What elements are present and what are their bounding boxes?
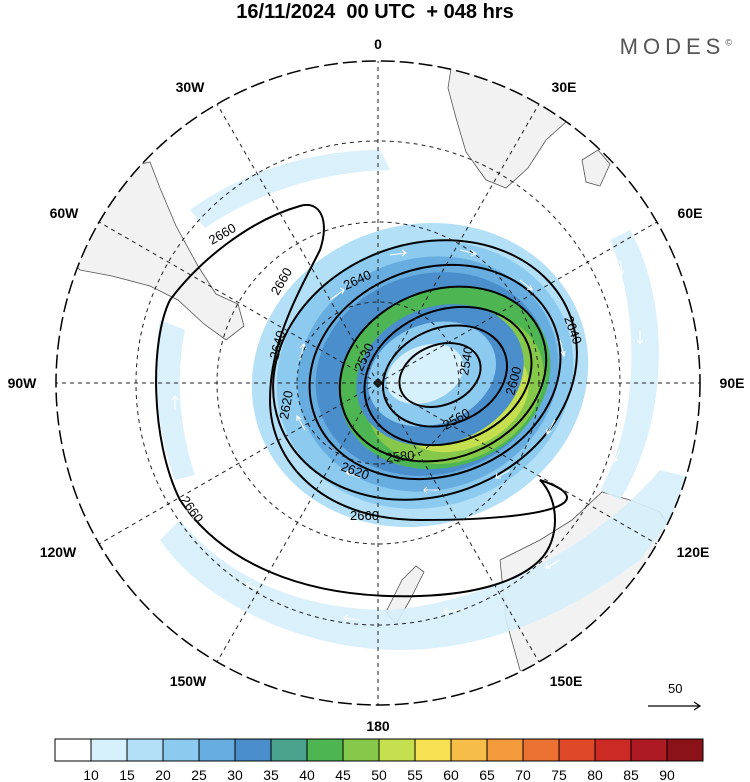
colorbar-swatch: [270, 738, 308, 762]
contour-2540: [398, 342, 482, 408]
colorbar-tick-label: 90: [659, 767, 675, 782]
map-disk: [69, 61, 700, 687]
lon-label: 120E: [677, 544, 710, 560]
outer-jet-band: [160, 470, 700, 650]
longitude-labels: 0 30E 60E 90E 120E 150E 180 150W 120W 90…: [8, 36, 745, 734]
colorbar-tick-label: 50: [371, 767, 387, 782]
vortex-inner-15: [386, 344, 464, 404]
lon-label: 30W: [176, 79, 206, 95]
colorbar-tick-label: 60: [443, 767, 459, 782]
brand-mark: ©: [725, 37, 732, 48]
lon-label: 60W: [50, 205, 80, 221]
lon-label: 180: [366, 718, 390, 734]
colorbar-tick-label: 80: [587, 767, 603, 782]
contour-2580: [363, 305, 533, 447]
lon-label: 90W: [8, 375, 38, 391]
wind-reference-arrow: [648, 701, 702, 711]
brand-logo: MODES©: [620, 34, 732, 60]
lon-label: 150W: [170, 673, 207, 689]
colorbar-tick-label: 40: [299, 767, 315, 782]
lon-label: 60E: [678, 205, 703, 221]
colorbar-swatch: [126, 738, 164, 762]
graticule: [56, 61, 700, 705]
lon-label: 120W: [40, 544, 77, 560]
colorbar-tick-label: 75: [551, 767, 567, 782]
lon-label: 90E: [720, 375, 745, 391]
contour-label: 2620: [276, 389, 296, 420]
east-jet-band: [600, 230, 659, 500]
colorbar-swatch: [342, 738, 380, 762]
colorbar-tick-label: 70: [515, 767, 531, 782]
colorbar-tick-label: 65: [479, 767, 495, 782]
colorbar-swatch: [630, 738, 668, 762]
map-boundary: [55, 60, 701, 706]
contour-2620: [308, 263, 562, 481]
colorbar-boxes: [54, 738, 704, 762]
contour-labels: 2660 2660 2640 2640 2640 2620 2620 2600 …: [178, 220, 586, 525]
contour-2660: [155, 203, 568, 598]
colorbar-swatch: [54, 738, 92, 762]
top-jet-band: [190, 150, 390, 228]
contour-2600: [338, 285, 548, 463]
lon-label: 150E: [550, 673, 583, 689]
colorbar-swatch: [486, 738, 524, 762]
lon-label: 0: [374, 36, 382, 52]
contour-2560: [381, 324, 509, 428]
colorbar-tick-label: 35: [263, 767, 279, 782]
colorbar-swatch: [666, 738, 704, 762]
madagascar-land: [581, 149, 611, 187]
contour-label: 2540: [456, 345, 476, 376]
colorbar-swatch: [522, 738, 560, 762]
wind-reference-label: 50: [668, 681, 682, 696]
brand-text: MODES: [619, 34, 726, 59]
map-title: 16/11/2024 00 UTC + 048 hrs: [236, 1, 514, 23]
colorbar-ticks: 10 15 20 25 30 35 40 45 50 55 60 65 70 75 80 85 90: [83, 767, 675, 782]
lon-label: 30E: [552, 79, 577, 95]
colorbar: 10 15 20 25 30 35 40 45 50 55 60 65 70 75 80 85 90: [54, 738, 704, 782]
colorbar-tick-label: 25: [191, 767, 207, 782]
colorbar-swatch: [198, 738, 236, 762]
wind-reference: 50: [648, 681, 702, 711]
height-contours: [155, 203, 578, 598]
colorbar-tick-label: 85: [623, 767, 639, 782]
colorbar-swatch: [90, 738, 128, 762]
colorbar-tick-label: 15: [119, 767, 135, 782]
wind-speed-shading: [155, 150, 700, 650]
contour-label: 2660: [178, 493, 207, 525]
colorbar-tick-label: 20: [155, 767, 171, 782]
contour-label: 2580: [385, 448, 415, 465]
colorbar-swatch: [378, 738, 416, 762]
colorbar-swatch: [162, 738, 200, 762]
polar-map: 2660 2660 2640 2640 2640 2620 2620 2600 …: [8, 36, 745, 734]
colorbar-tick-label: 55: [407, 767, 423, 782]
colorbar-swatch: [306, 738, 344, 762]
contour-label: 2660: [206, 220, 239, 247]
colorbar-tick-label: 30: [227, 767, 243, 782]
colorbar-tick-label: 45: [335, 767, 351, 782]
colorbar-swatch: [234, 738, 272, 762]
colorbar-swatch: [594, 738, 632, 762]
colorbar-swatch: [414, 738, 452, 762]
contour-2640: [272, 239, 578, 501]
colorbar-tick-label: 10: [83, 767, 99, 782]
contour-label: 2640: [266, 329, 288, 361]
colorbar-swatch: [558, 738, 596, 762]
colorbar-swatch: [450, 738, 488, 762]
contour-label: 2660: [350, 508, 379, 523]
contour-label: 2600: [502, 365, 524, 397]
